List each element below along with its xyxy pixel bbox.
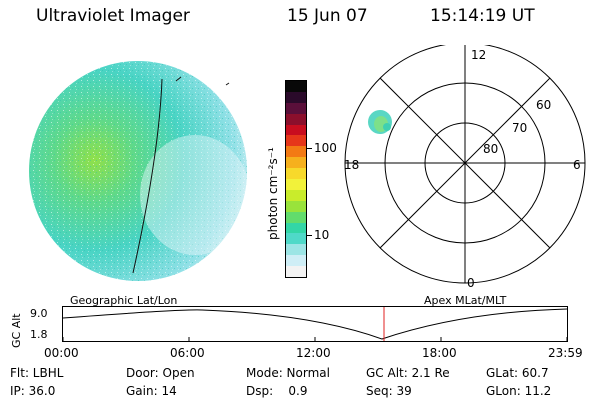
timeline-x-tick-2359: 23:59 bbox=[548, 346, 583, 360]
lat-label-60: 60 bbox=[536, 98, 551, 112]
status-dsp: Dsp: 0.9 bbox=[246, 384, 308, 398]
lat-label-80: 80 bbox=[483, 142, 498, 156]
tick-mark bbox=[175, 76, 182, 82]
lat-label-70: 70 bbox=[512, 121, 527, 135]
mlt-label-18: 18 bbox=[344, 158, 359, 172]
colorbar-segment bbox=[286, 102, 306, 114]
colorbar-unit-label: photon cm⁻²s⁻¹ bbox=[266, 147, 280, 240]
colorbar-segment bbox=[286, 124, 306, 136]
timeline-right-caption: Apex MLat/MLT bbox=[424, 294, 507, 307]
colorbar-segment bbox=[286, 178, 306, 190]
status-seq: Seq: 39 bbox=[366, 384, 412, 398]
status-mode: Mode: Normal bbox=[246, 366, 330, 380]
colorbar-segment bbox=[286, 189, 306, 201]
timeline-x-tick-0000: 00:00 bbox=[44, 346, 79, 360]
colorbar-segment bbox=[286, 135, 306, 147]
status-glon: GLon: 11.2 bbox=[486, 384, 552, 398]
colorbar-segment bbox=[286, 146, 306, 158]
timeline-x-tick-1800: 18:00 bbox=[422, 346, 457, 360]
terminator-line bbox=[132, 78, 163, 274]
altitude-curve bbox=[62, 308, 568, 340]
colorbar-segment bbox=[286, 255, 306, 267]
colorbar-tick-100: 100 bbox=[314, 141, 337, 155]
timeline-y-axis-label: GC Alt bbox=[10, 313, 23, 348]
altitude-timeline bbox=[62, 306, 568, 342]
colorbar-segment bbox=[286, 168, 306, 179]
mlt-label-12: 12 bbox=[471, 48, 486, 62]
colorbar-segment bbox=[286, 233, 306, 245]
status-ip: IP: 36.0 bbox=[10, 384, 56, 398]
status-door: Door: Open bbox=[126, 366, 195, 380]
time-label: 15:14:19 UT bbox=[430, 6, 535, 26]
colorbar-segment bbox=[286, 244, 306, 256]
timeline-left-caption: Geographic Lat/Lon bbox=[70, 294, 178, 307]
timeline-y-tick-high: 9.0 bbox=[30, 307, 48, 320]
timeline-x-tick-1200: 12:00 bbox=[296, 346, 331, 360]
status-gc-alt: GC Alt: 2.1 Re bbox=[366, 366, 450, 380]
colorbar-segment bbox=[286, 222, 306, 234]
mlt-label-0: 0 bbox=[467, 276, 475, 290]
date-label: 15 Jun 07 bbox=[287, 6, 368, 26]
polar-plot: 12 18 6 0 60 70 80 bbox=[344, 45, 586, 290]
colorbar-segment bbox=[286, 157, 306, 169]
colorbar-segment bbox=[286, 113, 306, 125]
colorbar-tick-mark bbox=[306, 235, 312, 236]
colorbar-segment bbox=[286, 80, 306, 92]
polar-diagonal bbox=[379, 77, 551, 249]
colorbar-tick-10: 10 bbox=[314, 228, 330, 242]
tick-mark bbox=[225, 82, 230, 86]
status-filter: Flt: LBHL bbox=[10, 366, 64, 380]
status-glat: GLat: 60.7 bbox=[486, 366, 549, 380]
timeline-frame bbox=[62, 306, 568, 342]
colorbar-segment bbox=[286, 266, 306, 277]
colorbar-tick-mark bbox=[306, 148, 312, 149]
mlt-label-6: 6 bbox=[573, 158, 581, 172]
colorbar bbox=[285, 80, 307, 278]
status-gain: Gain: 14 bbox=[126, 384, 177, 398]
timeline-y-tick-low: 1.8 bbox=[30, 328, 48, 341]
colorbar-segment bbox=[286, 91, 306, 103]
earth-disk-image bbox=[29, 61, 247, 281]
colorbar-segment bbox=[286, 211, 306, 223]
timeline-x-tick-0600: 06:00 bbox=[170, 346, 205, 360]
colorbar-segment bbox=[286, 200, 306, 212]
app-title: Ultraviolet Imager bbox=[36, 6, 190, 26]
